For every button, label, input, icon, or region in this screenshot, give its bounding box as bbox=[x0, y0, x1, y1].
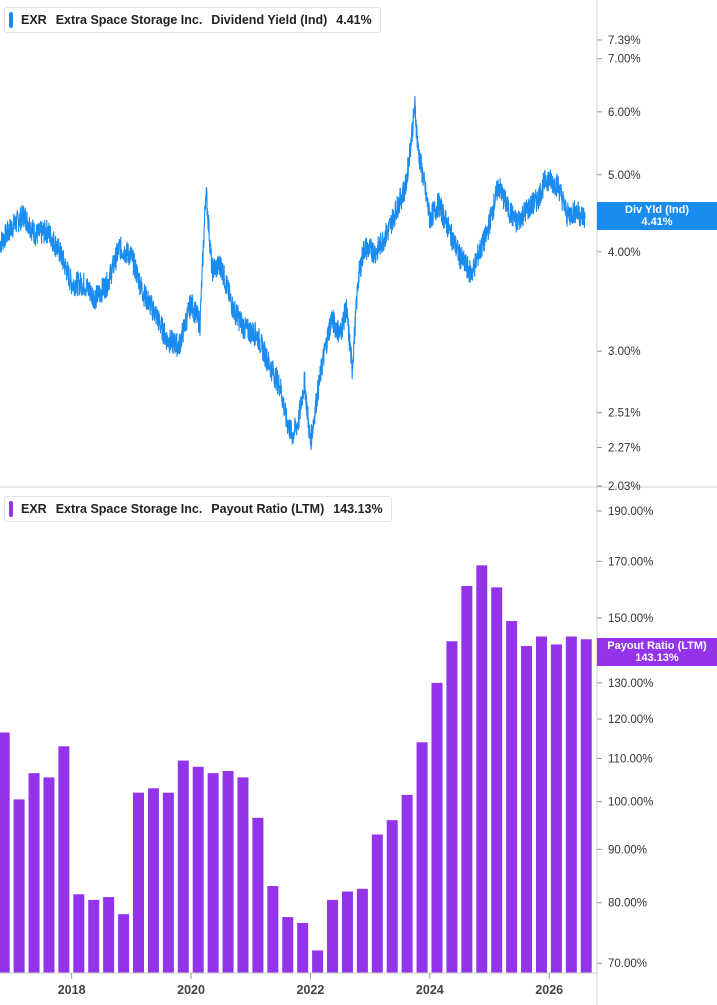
bar bbox=[341, 891, 353, 973]
bottom-y-tick-label: 100.00% bbox=[608, 797, 653, 809]
bar bbox=[327, 899, 339, 973]
bottom-legend: EXR Extra Space Storage Inc. Payout Rati… bbox=[4, 496, 392, 522]
top-legend: EXR Extra Space Storage Inc. Dividend Yi… bbox=[4, 7, 381, 33]
top-y-tick-label: 2.51% bbox=[608, 408, 641, 420]
bottom-y-tick-label: 70.00% bbox=[608, 958, 647, 970]
last-label-name: Payout Ratio (LTM) bbox=[607, 640, 707, 652]
last-value-label-top: Div Yld (Ind) 4.41% bbox=[597, 202, 717, 230]
bar bbox=[103, 897, 115, 973]
bar bbox=[297, 922, 309, 973]
bar bbox=[371, 834, 383, 973]
bar bbox=[580, 639, 592, 973]
bar bbox=[58, 746, 70, 973]
last-label-value: 4.41% bbox=[641, 216, 673, 228]
bar bbox=[282, 917, 294, 973]
top-y-tick-label: 7.00% bbox=[608, 54, 641, 66]
bottom-y-tick-label: 190.00% bbox=[608, 506, 653, 518]
bar bbox=[550, 644, 562, 973]
legend-value: 4.41% bbox=[336, 13, 372, 27]
top-y-tick-label: 2.27% bbox=[608, 442, 641, 454]
dividend-yield-line bbox=[0, 95, 586, 451]
x-tick-label: 2018 bbox=[58, 983, 86, 997]
last-label-value: 143.13% bbox=[635, 652, 679, 664]
bar bbox=[88, 899, 100, 973]
x-tick-label: 2026 bbox=[535, 983, 563, 997]
bar bbox=[416, 742, 428, 973]
bar bbox=[0, 732, 10, 973]
x-tick-label: 2022 bbox=[297, 983, 325, 997]
bar bbox=[252, 817, 264, 973]
top-y-tick-label: 7.39% bbox=[608, 35, 641, 47]
legend-value: 143.13% bbox=[333, 502, 383, 516]
bar bbox=[28, 773, 40, 973]
x-tick-label: 2024 bbox=[416, 983, 444, 997]
bar bbox=[446, 641, 458, 973]
bottom-y-tick-label: 110.00% bbox=[608, 753, 653, 765]
bar bbox=[461, 585, 473, 973]
bar bbox=[73, 894, 85, 973]
top-y-tick-label: 6.00% bbox=[608, 107, 641, 119]
legend-swatch bbox=[9, 12, 13, 28]
bar bbox=[237, 777, 249, 973]
bar bbox=[506, 621, 518, 973]
top-y-tick-label: 2.03% bbox=[608, 481, 641, 493]
bar bbox=[312, 950, 324, 973]
bottom-y-tick-label: 150.00% bbox=[608, 613, 653, 625]
last-label-name: Div Yld (Ind) bbox=[625, 204, 689, 216]
bar bbox=[13, 799, 25, 973]
legend-metric: Payout Ratio (LTM) bbox=[211, 502, 325, 516]
bar bbox=[267, 886, 279, 973]
bottom-y-tick-label: 130.00% bbox=[608, 678, 653, 690]
bar bbox=[133, 792, 145, 973]
top-y-tick-label: 4.00% bbox=[608, 247, 641, 259]
bar bbox=[401, 794, 413, 973]
bottom-y-tick-label: 90.00% bbox=[608, 844, 647, 856]
bottom-y-tick-label: 120.00% bbox=[608, 714, 653, 726]
bar bbox=[222, 771, 234, 973]
bar bbox=[431, 682, 443, 973]
bar bbox=[521, 646, 533, 973]
x-tick-label: 2020 bbox=[177, 983, 205, 997]
bar bbox=[147, 788, 159, 973]
legend-swatch bbox=[9, 501, 13, 517]
bottom-y-tick-label: 80.00% bbox=[608, 898, 647, 910]
legend-ticker: EXR bbox=[21, 13, 47, 27]
top-y-tick-label: 5.00% bbox=[608, 170, 641, 182]
bar bbox=[192, 766, 204, 973]
legend-metric: Dividend Yield (Ind) bbox=[211, 13, 328, 27]
bottom-y-tick-label: 170.00% bbox=[608, 556, 653, 568]
bar bbox=[356, 888, 368, 973]
last-value-label-bottom: Payout Ratio (LTM) 143.13% bbox=[597, 638, 717, 666]
legend-company: Extra Space Storage Inc. bbox=[55, 502, 203, 516]
top-y-tick-label: 3.00% bbox=[608, 346, 641, 358]
bar bbox=[43, 777, 55, 973]
bar bbox=[177, 760, 189, 973]
bar bbox=[491, 587, 503, 973]
legend-company: Extra Space Storage Inc. bbox=[55, 13, 203, 27]
bar bbox=[565, 636, 577, 973]
bar-series bbox=[0, 565, 592, 973]
bar bbox=[207, 773, 219, 973]
bar bbox=[535, 636, 547, 973]
bar bbox=[118, 914, 130, 973]
bar bbox=[386, 820, 398, 973]
bar bbox=[162, 792, 174, 973]
line-series bbox=[0, 95, 586, 451]
bar bbox=[476, 565, 488, 973]
legend-ticker: EXR bbox=[21, 502, 47, 516]
